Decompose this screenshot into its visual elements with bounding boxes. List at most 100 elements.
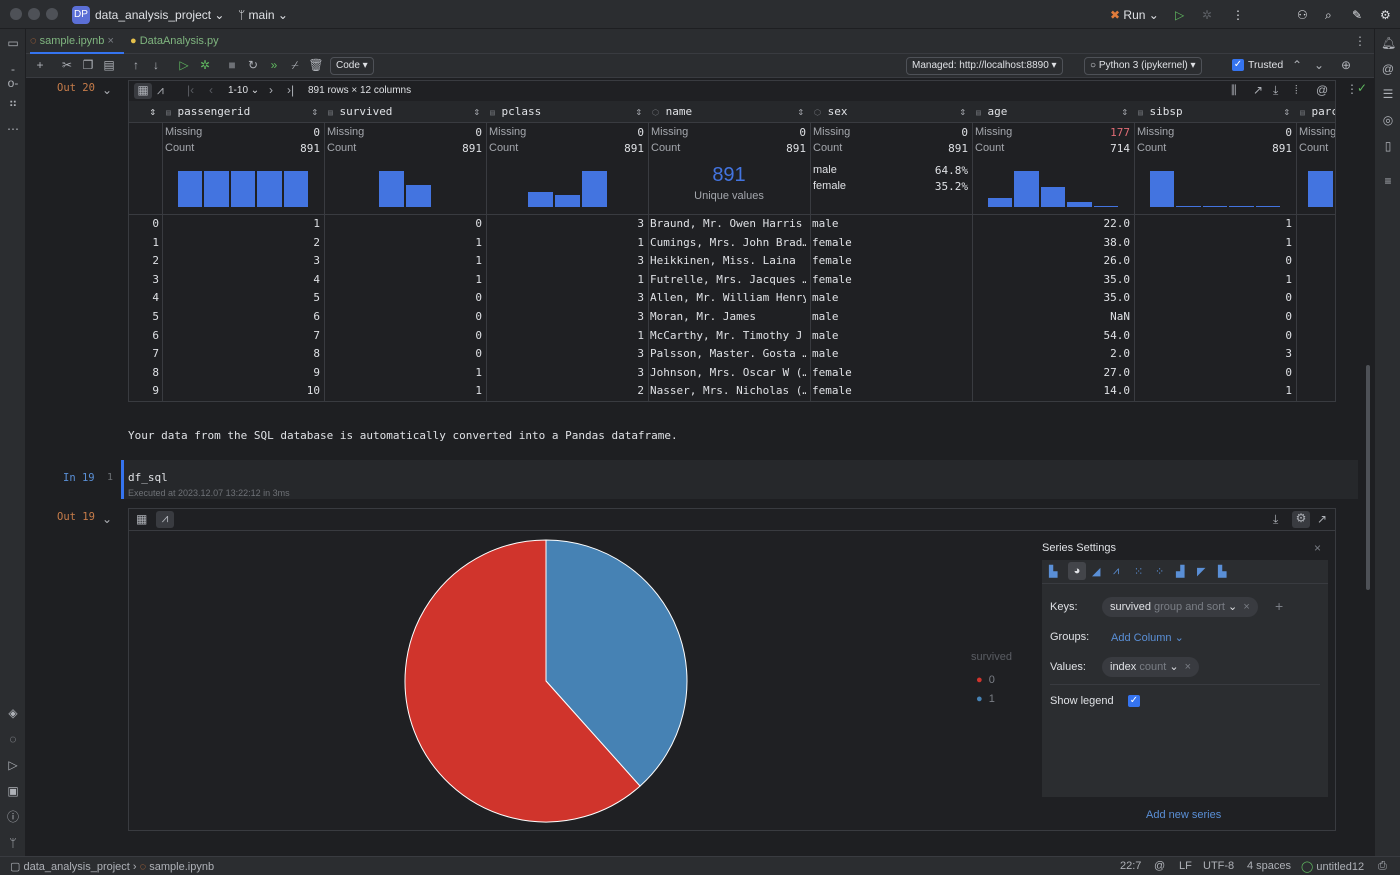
- table-view-icon[interactable]: ▦: [134, 83, 152, 99]
- histogram-bar[interactable]: [1307, 170, 1334, 208]
- histogram-bar[interactable]: [1149, 170, 1176, 208]
- table-cell[interactable]: 1: [637, 235, 644, 249]
- table-cell[interactable]: 1: [1285, 272, 1292, 286]
- table-cell[interactable]: 1: [637, 328, 644, 342]
- histogram-bar[interactable]: [1175, 205, 1202, 208]
- table-cell[interactable]: male: [812, 347, 839, 361]
- close-tab-icon[interactable]: ×: [107, 35, 114, 47]
- table-cell[interactable]: 0: [1285, 328, 1292, 342]
- table-cell[interactable]: Cumings, Mrs. John Brad…: [650, 235, 806, 249]
- copy-icon[interactable]: ❐: [82, 58, 94, 72]
- chart-icon[interactable]: ⫼: [1231, 83, 1237, 97]
- sort-icon[interactable]: ⇕: [1283, 105, 1290, 118]
- table-cell[interactable]: 1: [475, 384, 482, 398]
- branch-selector[interactable]: ᛘ main ⌄: [238, 8, 288, 22]
- legend-item-0[interactable]: ● 0: [976, 674, 995, 686]
- remove-key-icon[interactable]: ×: [1243, 601, 1250, 613]
- histogram-bar[interactable]: [1201, 205, 1229, 208]
- table-cell[interactable]: 3: [637, 254, 644, 268]
- encoding[interactable]: UTF-8: [1203, 860, 1235, 872]
- project-selector[interactable]: data_analysis_project ⌄: [95, 8, 224, 22]
- edit-icon[interactable]: ✎: [1352, 8, 1363, 22]
- collapse-output-icon[interactable]: ⌄: [102, 83, 113, 97]
- copilot-icon[interactable]: ◎: [1382, 113, 1394, 127]
- git-icon[interactable]: ᛘ: [9, 836, 17, 850]
- maximize-window-button[interactable]: [46, 8, 58, 20]
- sort-icon[interactable]: ⇕: [797, 105, 804, 118]
- table-cell[interactable]: 6: [313, 310, 320, 323]
- pie-slice-0[interactable]: [404, 539, 641, 823]
- add-user-icon[interactable]: ⚇: [1297, 8, 1308, 22]
- table-cell[interactable]: 14.0: [1103, 384, 1131, 398]
- table-cell[interactable]: 9: [313, 365, 320, 379]
- histogram-icon[interactable]: ▙: [1218, 566, 1227, 578]
- table-cell[interactable]: 0: [475, 310, 482, 323]
- column-header[interactable]: ▤ sibsp ⇕: [1134, 101, 1296, 123]
- line-separator[interactable]: LF: [1179, 860, 1192, 872]
- table-cell[interactable]: 1: [1285, 217, 1292, 230]
- column-stats-icon[interactable]: ⦙: [1295, 83, 1298, 97]
- minimize-window-button[interactable]: [28, 8, 40, 20]
- run-cell-icon[interactable]: ▷: [179, 58, 189, 72]
- value-chip[interactable]: index count ⌄ ×: [1102, 657, 1200, 677]
- code-cell[interactable]: 1 df_sql Executed at 2023.12.07 13:22:12…: [107, 460, 1358, 499]
- pie-slice-1[interactable]: [545, 539, 688, 787]
- next-page-icon[interactable]: ›: [269, 83, 273, 97]
- table-cell[interactable]: female: [812, 272, 852, 286]
- sort-icon[interactable]: ⇕: [1121, 105, 1128, 118]
- legend-item-1[interactable]: ● 1: [976, 693, 995, 705]
- table-cell[interactable]: 3: [1285, 347, 1292, 361]
- table-cell[interactable]: 2: [637, 384, 644, 398]
- table-cell[interactable]: 0: [1285, 254, 1292, 268]
- jupyter-variables-icon[interactable]: ≡: [1384, 174, 1392, 188]
- gear-icon[interactable]: ⚙: [1380, 8, 1391, 22]
- table-cell[interactable]: female: [812, 235, 852, 249]
- table-cell[interactable]: Palsson, Master. Gosta …: [650, 347, 806, 361]
- run-all-icon[interactable]: »: [270, 58, 278, 72]
- lock-icon[interactable]: ⎙: [1378, 860, 1387, 872]
- add-new-series-link[interactable]: Add new series: [1146, 809, 1222, 821]
- table-cell[interactable]: NaN: [1110, 310, 1130, 323]
- document-icon[interactable]: ▯: [1384, 139, 1392, 153]
- ai-icon[interactable]: @: [1316, 83, 1329, 97]
- pie-chart-icon[interactable]: ◕: [1068, 562, 1086, 580]
- folder-icon[interactable]: ▭: [7, 36, 19, 50]
- debug-cell-icon[interactable]: ✲: [199, 58, 211, 72]
- table-cell[interactable]: female: [812, 384, 852, 398]
- more-icon[interactable]: ⋯: [7, 122, 19, 136]
- histogram-bar[interactable]: [282, 170, 309, 208]
- table-cell[interactable]: 8: [313, 347, 320, 361]
- terminal-icon[interactable]: ▣: [7, 784, 19, 798]
- bubble-chart-icon[interactable]: ⁘: [1155, 566, 1165, 578]
- table-cell[interactable]: 1: [1285, 235, 1292, 249]
- chart-view-icon[interactable]: ⩘: [156, 511, 174, 528]
- prev-cell-icon[interactable]: ⌃: [1291, 58, 1303, 72]
- table-cell[interactable]: male: [812, 217, 839, 230]
- breadcrumb-file[interactable]: ◌ sample.ipynb: [139, 861, 215, 873]
- table-cell[interactable]: 3: [637, 365, 644, 379]
- column-header[interactable]: ▤ pclass ⇕: [486, 101, 648, 123]
- column-header[interactable]: ⬡ sex ⇕: [810, 101, 972, 123]
- table-cell[interactable]: 54.0: [1103, 328, 1131, 342]
- stop-icon[interactable]: ■: [228, 58, 236, 72]
- open-in-new-icon[interactable]: ↗: [1317, 512, 1328, 526]
- table-cell[interactable]: 3: [637, 347, 644, 361]
- table-cell[interactable]: 5: [313, 291, 320, 305]
- stacked-area-icon[interactable]: ◤: [1197, 566, 1206, 578]
- breadcrumb-project[interactable]: ▢ data_analysis_project: [10, 861, 130, 873]
- table-cell[interactable]: 0: [475, 328, 482, 342]
- column-header[interactable]: ⬡ name ⇕: [648, 101, 810, 123]
- table-cell[interactable]: 26.0: [1103, 254, 1131, 268]
- move-up-icon[interactable]: ↑: [133, 58, 139, 72]
- table-cell[interactable]: 1: [637, 272, 644, 286]
- delete-icon[interactable]: 🗑︎: [308, 58, 324, 72]
- database-icon[interactable]: ☰: [1382, 87, 1394, 101]
- add-cell-icon[interactable]: +: [36, 58, 44, 72]
- histogram-bar[interactable]: [1092, 205, 1119, 208]
- histogram-bar[interactable]: [1228, 205, 1255, 208]
- problems-icon[interactable]: ⓘ: [6, 810, 19, 824]
- move-down-icon[interactable]: ↓: [153, 58, 159, 72]
- indent[interactable]: 4 spaces: [1247, 860, 1292, 872]
- ai-assistant-icon[interactable]: @: [1381, 62, 1395, 76]
- interpreter[interactable]: ◯ untitled12: [1301, 861, 1365, 873]
